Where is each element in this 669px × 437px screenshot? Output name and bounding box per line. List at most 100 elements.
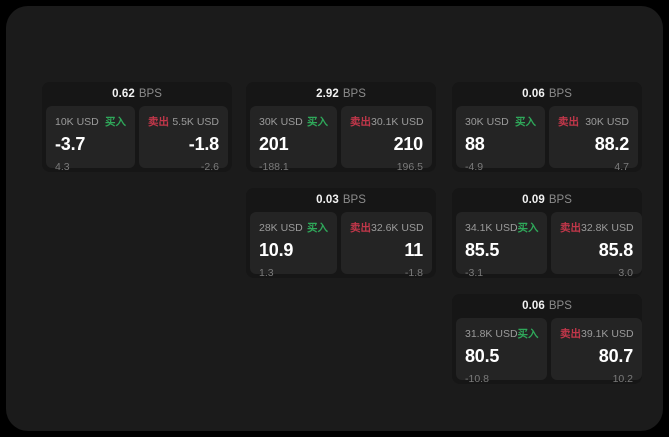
buy-price: 80.5 xyxy=(465,346,500,366)
buy-action-label[interactable]: 买入 xyxy=(105,116,126,128)
buy-size-label: 30K USD xyxy=(465,115,509,128)
buy-size-label: 10K USD xyxy=(55,115,99,128)
buy-delta: 1.3 xyxy=(259,267,274,278)
buy-delta: -10.8 xyxy=(465,373,489,384)
buy-size-label: 31.8K USD xyxy=(465,327,518,340)
sell-panel[interactable]: 卖出 30.1K USD 210 196.5 xyxy=(341,106,432,172)
quote-card[interactable]: 0.62 BPS 10K USD 买入 -3.7 4.3 卖出 xyxy=(42,82,232,172)
bps-unit: BPS xyxy=(548,300,572,312)
buy-price: 88 xyxy=(465,134,485,154)
buy-panel[interactable]: 30K USD 买入 88 -4.9 xyxy=(456,106,545,172)
sell-action-label[interactable]: 卖出 xyxy=(148,116,169,128)
quote-card[interactable]: 0.06 BPS 30K USD 买入 88 -4.9 卖出 xyxy=(452,82,642,172)
buy-action-label[interactable]: 买入 xyxy=(307,116,328,128)
sell-size-label: 30.1K USD xyxy=(371,115,424,128)
buy-panel[interactable]: 28K USD 买入 10.9 1.3 xyxy=(250,212,337,278)
quote-column-3: 0.06 BPS 30K USD 买入 88 -4.9 卖出 xyxy=(452,82,642,400)
buy-panel-header: 34.1K USD 买入 xyxy=(465,221,539,235)
card-header: 0.06 BPS xyxy=(452,82,642,106)
sell-delta: -2.6 xyxy=(200,161,219,172)
buy-panel-header: 30K USD 买入 xyxy=(259,115,328,129)
card-body: 30K USD 买入 88 -4.9 卖出 30K USD 88.2 4.7 xyxy=(452,106,642,172)
card-body: 34.1K USD 买入 85.5 -3.1 卖出 32.8K USD 85.8… xyxy=(452,212,642,278)
bps-value: 2.92 xyxy=(316,88,339,100)
sell-delta: 10.2 xyxy=(612,373,633,384)
buy-delta: -3.1 xyxy=(465,267,484,278)
card-header: 0.06 BPS xyxy=(452,294,642,318)
buy-panel-header: 28K USD 买入 xyxy=(259,221,328,235)
buy-panel-header: 30K USD 买入 xyxy=(465,115,536,129)
buy-size-label: 34.1K USD xyxy=(465,221,518,234)
quote-card[interactable]: 0.03 BPS 28K USD 买入 10.9 1.3 卖出 xyxy=(246,188,436,278)
sell-price: 210 xyxy=(393,134,424,154)
sell-panel[interactable]: 卖出 32.6K USD 11 -1.8 xyxy=(341,212,432,278)
quote-board: 0.62 BPS 10K USD 买入 -3.7 4.3 卖出 xyxy=(36,82,642,392)
card-body: 30K USD 买入 201 -188.1 卖出 30.1K USD 210 1… xyxy=(246,106,436,172)
card-header: 0.03 BPS xyxy=(246,188,436,212)
sell-panel[interactable]: 卖出 39.1K USD 80.7 10.2 xyxy=(551,318,642,384)
bps-value: 0.06 xyxy=(522,300,545,312)
card-body: 10K USD 买入 -3.7 4.3 卖出 5.5K USD -1.8 -2.… xyxy=(42,106,232,172)
app-stage: 0.62 BPS 10K USD 买入 -3.7 4.3 卖出 xyxy=(6,6,663,431)
sell-price: 80.7 xyxy=(598,346,633,366)
sell-price: 85.8 xyxy=(598,240,633,260)
sell-panel-header: 卖出 30.1K USD xyxy=(350,115,424,129)
buy-panel[interactable]: 31.8K USD 买入 80.5 -10.8 xyxy=(456,318,547,384)
buy-delta: -188.1 xyxy=(259,161,289,172)
sell-panel-header: 卖出 32.8K USD xyxy=(560,221,634,235)
buy-panel-header: 10K USD 买入 xyxy=(55,115,126,129)
buy-panel[interactable]: 10K USD 买入 -3.7 4.3 xyxy=(46,106,135,172)
buy-delta: -4.9 xyxy=(465,161,484,172)
card-body: 28K USD 买入 10.9 1.3 卖出 32.6K USD 11 -1.8 xyxy=(246,212,436,278)
sell-size-label: 30K USD xyxy=(585,115,629,128)
buy-action-label[interactable]: 买入 xyxy=(517,328,539,340)
sell-action-label[interactable]: 卖出 xyxy=(560,328,581,340)
sell-panel-header: 卖出 39.1K USD xyxy=(560,327,634,341)
buy-action-label[interactable]: 买入 xyxy=(307,222,328,234)
card-header: 0.62 BPS xyxy=(42,82,232,106)
buy-action-label[interactable]: 买入 xyxy=(515,116,536,128)
buy-size-label: 30K USD xyxy=(259,115,303,128)
buy-panel-header: 31.8K USD 买入 xyxy=(465,327,539,341)
quote-column-1: 0.62 BPS 10K USD 买入 -3.7 4.3 卖出 xyxy=(42,82,232,188)
bps-unit: BPS xyxy=(548,88,572,100)
bps-unit: BPS xyxy=(342,194,366,206)
sell-price: 88.2 xyxy=(594,134,629,154)
bps-value: 0.06 xyxy=(522,88,545,100)
sell-delta: 4.7 xyxy=(614,161,629,172)
sell-action-label[interactable]: 卖出 xyxy=(560,222,581,234)
bps-value: 0.09 xyxy=(522,194,545,206)
sell-action-label[interactable]: 卖出 xyxy=(350,116,371,128)
buy-delta: 4.3 xyxy=(55,161,70,172)
buy-action-label[interactable]: 买入 xyxy=(517,222,539,234)
sell-size-label: 5.5K USD xyxy=(172,115,219,128)
card-header: 0.09 BPS xyxy=(452,188,642,212)
sell-panel[interactable]: 卖出 5.5K USD -1.8 -2.6 xyxy=(139,106,228,172)
buy-price: 85.5 xyxy=(465,240,500,260)
sell-delta: 196.5 xyxy=(396,161,423,172)
sell-size-label: 39.1K USD xyxy=(581,327,634,340)
sell-panel-header: 卖出 5.5K USD xyxy=(148,115,219,129)
buy-price: 10.9 xyxy=(259,240,294,260)
sell-panel[interactable]: 卖出 30K USD 88.2 4.7 xyxy=(549,106,638,172)
bps-unit: BPS xyxy=(548,194,572,206)
card-header: 2.92 BPS xyxy=(246,82,436,106)
sell-price: -1.8 xyxy=(188,134,219,154)
sell-action-label[interactable]: 卖出 xyxy=(350,222,371,234)
sell-action-label[interactable]: 卖出 xyxy=(558,116,579,128)
card-body: 31.8K USD 买入 80.5 -10.8 卖出 39.1K USD 80.… xyxy=(452,318,642,384)
sell-panel-header: 卖出 32.6K USD xyxy=(350,221,424,235)
bps-value: 0.03 xyxy=(316,194,339,206)
quote-card[interactable]: 0.09 BPS 34.1K USD 买入 85.5 -3.1 卖出 xyxy=(452,188,642,278)
buy-panel[interactable]: 30K USD 买入 201 -188.1 xyxy=(250,106,337,172)
sell-size-label: 32.6K USD xyxy=(371,221,424,234)
buy-price: 201 xyxy=(259,134,289,154)
bps-value: 0.62 xyxy=(112,88,135,100)
quote-column-2: 2.92 BPS 30K USD 买入 201 -188.1 卖出 xyxy=(246,82,436,294)
bps-unit: BPS xyxy=(342,88,366,100)
quote-card[interactable]: 0.06 BPS 31.8K USD 买入 80.5 -10.8 卖 xyxy=(452,294,642,384)
sell-delta: -1.8 xyxy=(404,267,423,278)
quote-card[interactable]: 2.92 BPS 30K USD 买入 201 -188.1 卖出 xyxy=(246,82,436,172)
sell-panel[interactable]: 卖出 32.8K USD 85.8 3.0 xyxy=(551,212,642,278)
buy-panel[interactable]: 34.1K USD 买入 85.5 -3.1 xyxy=(456,212,547,278)
